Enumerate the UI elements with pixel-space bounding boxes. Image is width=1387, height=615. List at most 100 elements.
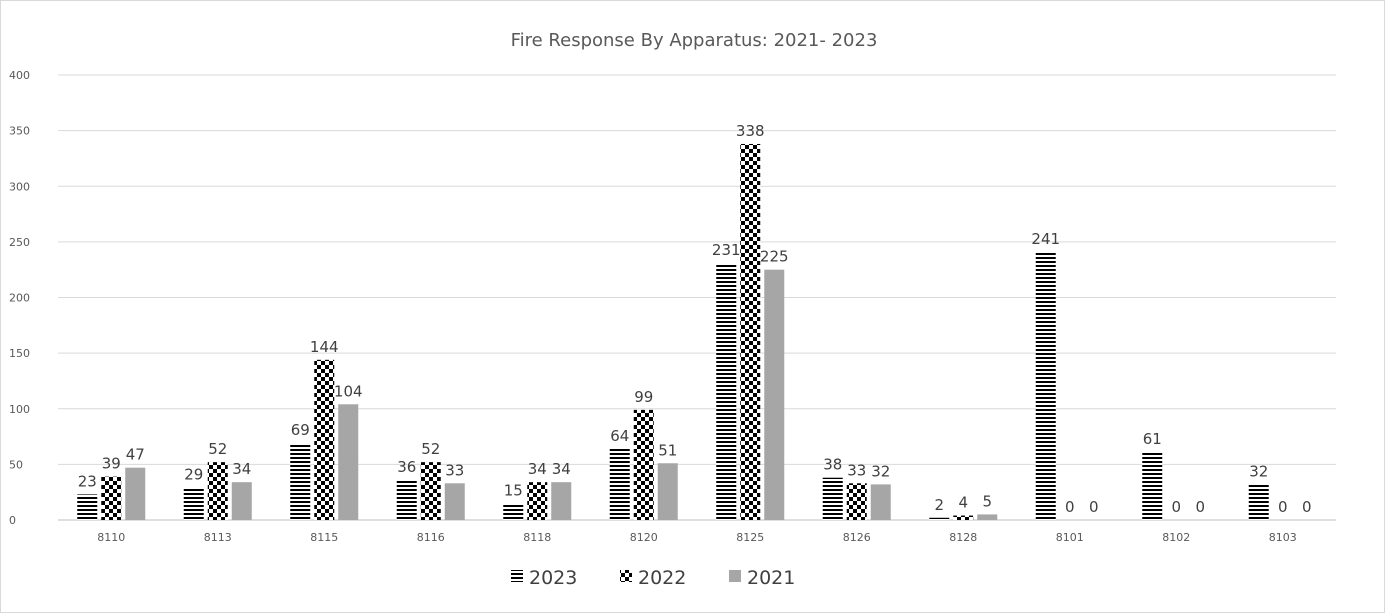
x-axis: 8110 8113 8115 8116 8118 8120 8125 8126 8128 8101… bbox=[97, 531, 1297, 544]
data-label-2021-8103: 0 bbox=[1302, 498, 1312, 516]
legend-swatch-2022 bbox=[620, 570, 632, 582]
data-label-2021-8102: 0 bbox=[1195, 498, 1205, 516]
data-label-2023-8101: 241 bbox=[1031, 230, 1060, 248]
chart-title: Fire Response By Apparatus: 2021- 2023 bbox=[511, 30, 878, 51]
bar-2023-8125 bbox=[716, 263, 737, 520]
bar-2023-8113 bbox=[183, 487, 204, 520]
bar-2022-8128 bbox=[953, 515, 974, 520]
bar-2023-8115 bbox=[290, 443, 311, 520]
y-tick-label: 200 bbox=[9, 292, 30, 305]
bar-2023-8120 bbox=[609, 448, 630, 520]
data-label-2021-8116: 33 bbox=[445, 461, 464, 479]
legend-label-2021: 2021 bbox=[747, 567, 795, 589]
bar-2022-8113 bbox=[207, 462, 228, 520]
data-label-2023-8102: 61 bbox=[1143, 430, 1162, 448]
bar-2022-8126 bbox=[846, 483, 867, 520]
bar-2022-8116 bbox=[420, 462, 441, 520]
data-label-2022-8113: 52 bbox=[208, 440, 227, 458]
data-label-2021-8101: 0 bbox=[1089, 498, 1099, 516]
bar-2023-8110 bbox=[77, 494, 98, 520]
data-label-2022-8125: 338 bbox=[736, 122, 765, 140]
data-label-2022-8128: 4 bbox=[958, 494, 968, 512]
bar-2022-8110 bbox=[101, 476, 122, 520]
x-tick-label: 8102 bbox=[1162, 531, 1190, 544]
x-tick-label: 8120 bbox=[630, 531, 658, 544]
data-label-2022-8120: 99 bbox=[634, 388, 653, 406]
data-label-2022-8103: 0 bbox=[1278, 498, 1288, 516]
data-label-2023-8113: 29 bbox=[184, 466, 203, 484]
data-label-2023-8118: 15 bbox=[504, 481, 523, 499]
data-label-2023-8126: 38 bbox=[823, 456, 842, 474]
data-label-2021-8120: 51 bbox=[658, 441, 677, 459]
x-tick-label: 8118 bbox=[523, 531, 551, 544]
bar-2023-8103 bbox=[1248, 484, 1269, 520]
bar-2021-8113 bbox=[231, 482, 252, 520]
legend-label-2023: 2023 bbox=[529, 567, 577, 589]
bar-2021-8110 bbox=[125, 467, 146, 520]
data-label-2021-8125: 225 bbox=[760, 248, 789, 266]
bar-2023-8116 bbox=[396, 479, 417, 520]
bar-2023-8101 bbox=[1035, 251, 1056, 520]
bar-2022-8120 bbox=[633, 409, 654, 520]
y-tick-label: 150 bbox=[9, 347, 30, 360]
y-tick-label: 400 bbox=[9, 69, 30, 82]
x-tick-label: 8113 bbox=[204, 531, 232, 544]
bar-2021-8115 bbox=[338, 404, 359, 520]
gridlines bbox=[58, 74, 1336, 521]
data-label-2022-8126: 33 bbox=[847, 461, 866, 479]
x-tick-label: 8126 bbox=[843, 531, 871, 544]
y-tick-label: 350 bbox=[9, 125, 30, 138]
data-label-2021-8118: 34 bbox=[552, 460, 571, 478]
legend-swatch-2021 bbox=[729, 570, 741, 582]
bar-2023-8126 bbox=[822, 477, 843, 520]
bar-2022-8115 bbox=[314, 359, 335, 520]
x-tick-label: 8125 bbox=[736, 531, 764, 544]
y-tick-label: 0 bbox=[9, 514, 16, 527]
y-tick-label: 300 bbox=[9, 180, 30, 193]
data-label-2023-8103: 32 bbox=[1249, 462, 1268, 480]
y-tick-label: 250 bbox=[9, 236, 30, 249]
data-label-2023-8125: 231 bbox=[712, 241, 741, 259]
data-label-2021-8113: 34 bbox=[232, 460, 251, 478]
data-label-2022-8118: 34 bbox=[528, 460, 547, 478]
y-tick-label: 100 bbox=[9, 403, 30, 416]
bar-2021-8126 bbox=[870, 484, 891, 520]
legend-swatch-2023 bbox=[511, 570, 523, 582]
bar-2023-8128 bbox=[929, 517, 950, 520]
data-label-2022-8115: 144 bbox=[310, 338, 339, 356]
legend: 2023 2022 2021 bbox=[511, 567, 795, 589]
bar-2021-8118 bbox=[551, 482, 572, 520]
bar-2023-8118 bbox=[503, 503, 524, 520]
y-tick-label: 50 bbox=[9, 458, 23, 471]
data-label-2023-8115: 69 bbox=[291, 421, 310, 439]
x-tick-label: 8110 bbox=[97, 531, 125, 544]
x-tick-label: 8101 bbox=[1056, 531, 1084, 544]
bar-2022-8118 bbox=[527, 482, 548, 520]
x-tick-label: 8115 bbox=[310, 531, 338, 544]
bars bbox=[77, 143, 1269, 520]
bar-2022-8125 bbox=[740, 143, 761, 520]
data-label-2022-8101: 0 bbox=[1065, 498, 1075, 516]
data-label-2023-8120: 64 bbox=[610, 427, 629, 445]
data-label-2021-8128: 5 bbox=[982, 492, 992, 510]
data-label-2023-8116: 36 bbox=[397, 458, 416, 476]
x-tick-label: 8128 bbox=[949, 531, 977, 544]
data-label-2022-8102: 0 bbox=[1171, 498, 1181, 516]
data-label-2022-8110: 39 bbox=[102, 455, 121, 473]
legend-label-2022: 2022 bbox=[638, 567, 686, 589]
data-label-2023-8110: 23 bbox=[78, 472, 97, 490]
data-label-2023-8128: 2 bbox=[934, 496, 944, 514]
bar-2021-8125 bbox=[764, 269, 785, 520]
data-label-2022-8116: 52 bbox=[421, 440, 440, 458]
data-label-2021-8110: 47 bbox=[126, 446, 145, 464]
bar-2021-8120 bbox=[657, 463, 678, 520]
x-tick-label: 8103 bbox=[1269, 531, 1297, 544]
data-label-2021-8126: 32 bbox=[871, 462, 890, 480]
bar-2021-8128 bbox=[977, 514, 998, 520]
x-tick-label: 8116 bbox=[417, 531, 445, 544]
data-label-2021-8115: 104 bbox=[334, 382, 363, 400]
y-axis: 0 50 100 150 200 250 300 350 400 bbox=[9, 69, 30, 527]
